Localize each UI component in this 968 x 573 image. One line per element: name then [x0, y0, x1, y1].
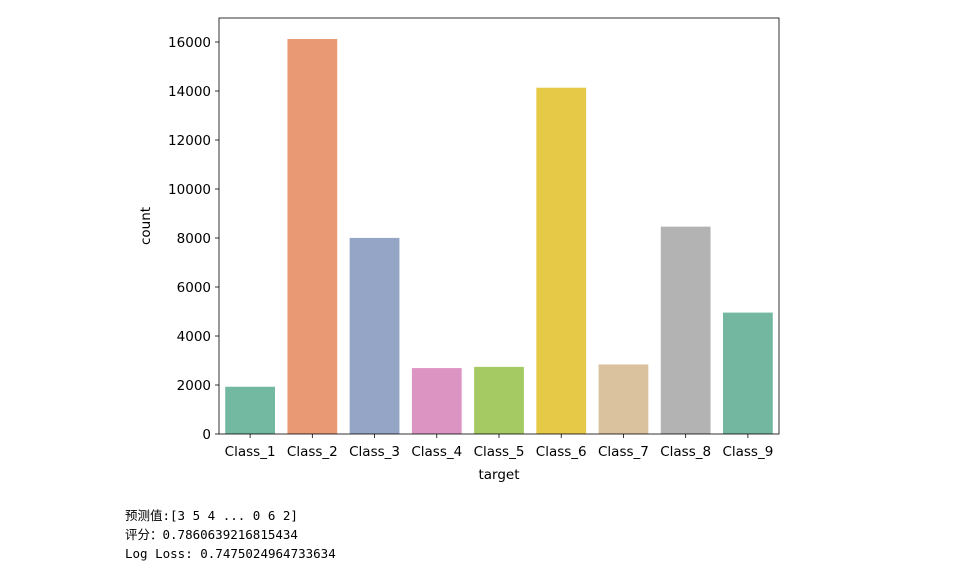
x-tick-label: Class_2	[287, 444, 338, 460]
x-tick-label: Class_9	[722, 444, 773, 460]
x-axis-label: target	[478, 467, 519, 483]
x-tick-label: Class_3	[349, 444, 400, 460]
bar-Class_7	[598, 364, 649, 434]
x-tick-label: Class_6	[536, 444, 587, 460]
x-tick-label: Class_1	[225, 444, 276, 460]
x-tick-label: Class_5	[474, 444, 525, 460]
bar-Class_3	[349, 237, 400, 434]
y-tick-label: 2000	[177, 378, 211, 394]
bar-Class_2	[287, 39, 338, 434]
y-tick-label: 10000	[168, 182, 211, 198]
y-tick-label: 14000	[168, 84, 211, 100]
logloss-output: Log Loss: 0.7475024964733634	[125, 546, 336, 561]
x-tick-label: Class_8	[660, 444, 711, 460]
bar-Class_1	[225, 386, 275, 434]
bar-Class_8	[660, 226, 711, 434]
y-axis-label: count	[138, 207, 154, 245]
score-output: 评分：0.7860639216815434	[125, 527, 298, 542]
bar-chart: Class_1 Class_2 Class_3 Class_4 Class_5 Class…	[138, 17, 780, 483]
y-tick-label: 6000	[177, 280, 211, 296]
bar-Class_6	[536, 87, 587, 435]
y-tick-label: 8000	[177, 231, 211, 247]
bar-Class_4	[411, 368, 462, 434]
y-tick-label: 16000	[168, 35, 211, 51]
plot-frame	[218, 17, 780, 435]
prediction-output: 预测值:[3 5 4 ... 0 6 2]	[125, 508, 298, 523]
y-tick-label: 4000	[177, 329, 211, 345]
x-tick-label: Class_7	[598, 444, 649, 460]
bar-Class_9	[723, 312, 773, 434]
y-tick-label: 0	[202, 427, 211, 443]
x-tick-label: Class_4	[411, 444, 462, 460]
bar-Class_5	[474, 366, 524, 434]
y-tick-label: 12000	[168, 133, 211, 149]
